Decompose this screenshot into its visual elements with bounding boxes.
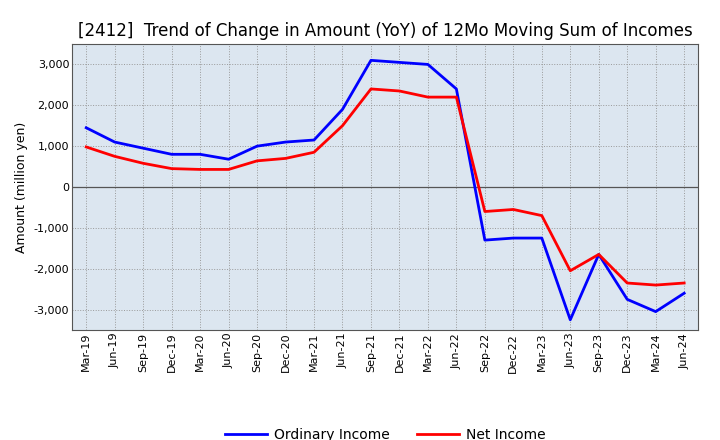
Ordinary Income: [537, 235, 546, 241]
Ordinary Income: [595, 252, 603, 257]
Ordinary Income: [480, 238, 489, 243]
Ordinary Income: [680, 290, 688, 296]
Ordinary Income: [139, 146, 148, 151]
Net Income: [509, 207, 518, 212]
Net Income: [225, 167, 233, 172]
Net Income: [480, 209, 489, 214]
Net Income: [366, 86, 375, 92]
Ordinary Income: [196, 152, 204, 157]
Net Income: [82, 144, 91, 150]
Net Income: [595, 252, 603, 257]
Net Income: [537, 213, 546, 218]
Legend: Ordinary Income, Net Income: Ordinary Income, Net Income: [220, 423, 551, 440]
Net Income: [566, 268, 575, 273]
Ordinary Income: [82, 125, 91, 130]
Ordinary Income: [566, 317, 575, 323]
Ordinary Income: [452, 86, 461, 92]
Ordinary Income: [225, 157, 233, 162]
Ordinary Income: [110, 139, 119, 145]
Net Income: [167, 166, 176, 171]
Ordinary Income: [423, 62, 432, 67]
Net Income: [338, 123, 347, 128]
Ordinary Income: [338, 107, 347, 112]
Net Income: [623, 280, 631, 286]
Line: Ordinary Income: Ordinary Income: [86, 60, 684, 320]
Ordinary Income: [395, 60, 404, 65]
Net Income: [310, 150, 318, 155]
Net Income: [110, 154, 119, 159]
Y-axis label: Amount (million yen): Amount (million yen): [15, 121, 28, 253]
Ordinary Income: [253, 143, 261, 149]
Line: Net Income: Net Income: [86, 89, 684, 285]
Ordinary Income: [310, 137, 318, 143]
Net Income: [253, 158, 261, 164]
Ordinary Income: [167, 152, 176, 157]
Net Income: [395, 88, 404, 94]
Title: [2412]  Trend of Change in Amount (YoY) of 12Mo Moving Sum of Incomes: [2412] Trend of Change in Amount (YoY) o…: [78, 22, 693, 40]
Net Income: [196, 167, 204, 172]
Ordinary Income: [623, 297, 631, 302]
Ordinary Income: [652, 309, 660, 314]
Net Income: [423, 95, 432, 100]
Net Income: [282, 156, 290, 161]
Net Income: [680, 280, 688, 286]
Net Income: [452, 95, 461, 100]
Ordinary Income: [282, 139, 290, 145]
Net Income: [139, 161, 148, 166]
Ordinary Income: [366, 58, 375, 63]
Net Income: [652, 282, 660, 288]
Ordinary Income: [509, 235, 518, 241]
